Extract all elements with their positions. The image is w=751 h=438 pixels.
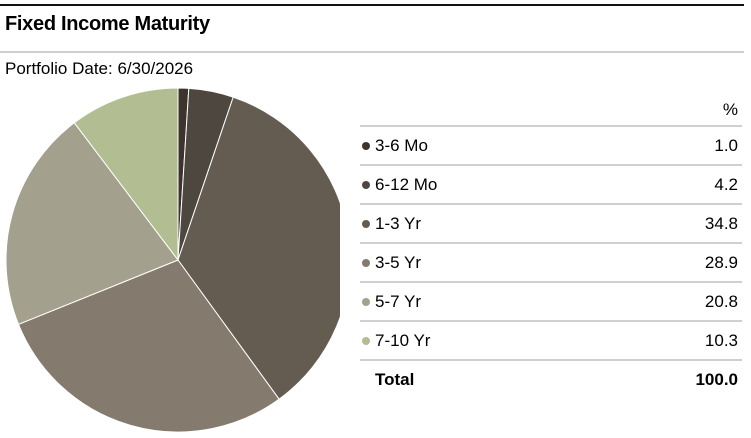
pie-slices [5,87,340,433]
legend-swatch [362,180,370,189]
legend-value: 10.3 [704,330,738,350]
legend-row: 1-3 Yr 34.8 [360,205,742,244]
legend-value: 1.0 [714,135,738,155]
legend-label: 1-3 Yr [375,213,421,233]
legend-swatch [362,141,370,150]
legend-label: 3-5 Yr [375,252,421,272]
legend-entry: 3-6 Mo [360,136,428,156]
legend-label: 5-7 Yr [375,291,421,311]
pie-slice-1-3-yr [177,96,340,400]
legend-row: 5-7 Yr 20.8 [360,283,742,322]
legend-value: 20.8 [704,291,738,311]
total-row: Total 100.0 [360,361,742,399]
header-divider [360,125,742,127]
pie-slice-3-5-yr [17,259,280,433]
legend-swatch [362,258,370,267]
title-divider [0,51,744,53]
legend-row: 6-12 Mo 4.2 [360,166,742,205]
percent-column-header: % [722,100,738,119]
legend-swatch [362,336,370,345]
legend-entry: 6-12 Mo [360,175,437,195]
legend-swatch [362,297,370,306]
legend-entry: 3-5 Yr [360,253,421,273]
legend-row: 3-6 Mo 1.0 [360,127,742,166]
legend-entry: 7-10 Yr [360,331,430,351]
total-label: Total [375,370,415,389]
legend-label: 3-6 Mo [375,135,428,155]
legend-value: 28.9 [704,252,738,272]
legend-rows: 3-6 Mo 1.0 6-12 Mo 4.2 1-3 Yr 34.8 3-5 Yr 28.9 5… [360,127,742,361]
legend-entry: 1-3 Yr [360,214,421,234]
pie-slice-7-10-yr [73,87,179,262]
total-value: 100.0 [695,370,738,389]
legend-label: 7-10 Yr [375,330,431,350]
pie-chart [5,87,340,433]
legend-row: 7-10 Yr 10.3 [360,322,742,361]
top-rule [0,4,744,6]
legend-table: % 3-6 Mo 1.0 6-12 Mo 4.2 1-3 Yr 34.8 3-5 Yr 28.… [360,95,742,399]
legend-swatch [362,219,370,228]
legend-value: 4.2 [714,174,738,194]
portfolio-date: Portfolio Date: 6/30/2026 [5,59,194,78]
legend-entry: 5-7 Yr [360,292,421,312]
chart-title: Fixed Income Maturity [5,13,210,35]
legend-label: 6-12 Mo [375,174,438,194]
legend-value: 34.8 [704,213,738,233]
pie-slice-5-7-yr [5,122,179,325]
legend-row: 3-5 Yr 28.9 [360,244,742,283]
